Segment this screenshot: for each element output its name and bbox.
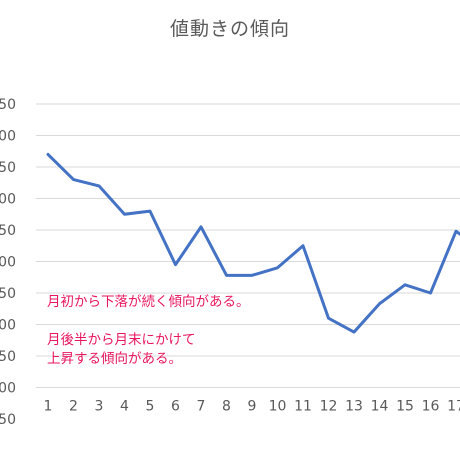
x-tick-label: 13 <box>345 399 363 415</box>
x-tick-label: 12 <box>320 399 338 415</box>
y-tick-label: 50 <box>0 160 16 176</box>
y-tick-label: 50 <box>0 349 16 365</box>
x-tick-label: 3 <box>95 399 104 415</box>
x-tick-label: 8 <box>222 399 231 415</box>
y-tick-label: 50 <box>0 286 16 302</box>
x-tick-label: 11 <box>294 399 312 415</box>
x-tick-label: 2 <box>69 399 78 415</box>
x-tick-label: 4 <box>120 399 129 415</box>
series-line <box>46 152 460 334</box>
y-tick-label: 00 <box>0 381 16 397</box>
y-tick-label: 00 <box>0 255 16 271</box>
annotation-month-start: 月初から下落が続く傾向がある。 <box>47 293 250 310</box>
y-tick-label: 50 <box>0 412 16 428</box>
x-tick-label: 1 <box>44 399 53 415</box>
x-tick-label: 9 <box>248 399 257 415</box>
x-tick-label: 14 <box>371 399 389 415</box>
y-tick-label: 00 <box>0 318 16 334</box>
y-tick-label: 00 <box>0 129 16 145</box>
y-tick-label: 50 <box>0 97 16 113</box>
x-tick-label: 5 <box>146 399 155 415</box>
y-tick-label: 00 <box>0 192 16 208</box>
chart-title: 値動きの傾向 <box>169 18 290 40</box>
y-tick-label: 50 <box>0 223 16 239</box>
x-tick-label: 10 <box>269 399 287 415</box>
x-tick-label: 17 <box>447 399 460 415</box>
annotation-month-end-line2: 上昇する傾向がある。 <box>47 351 182 367</box>
x-tick-label: 16 <box>422 399 440 415</box>
annotation-month-end-line1: 月後半から月末にかけて <box>47 332 196 348</box>
x-tick-label: 15 <box>396 399 414 415</box>
x-tick-label: 6 <box>171 399 180 415</box>
x-tick-label: 7 <box>197 399 206 415</box>
